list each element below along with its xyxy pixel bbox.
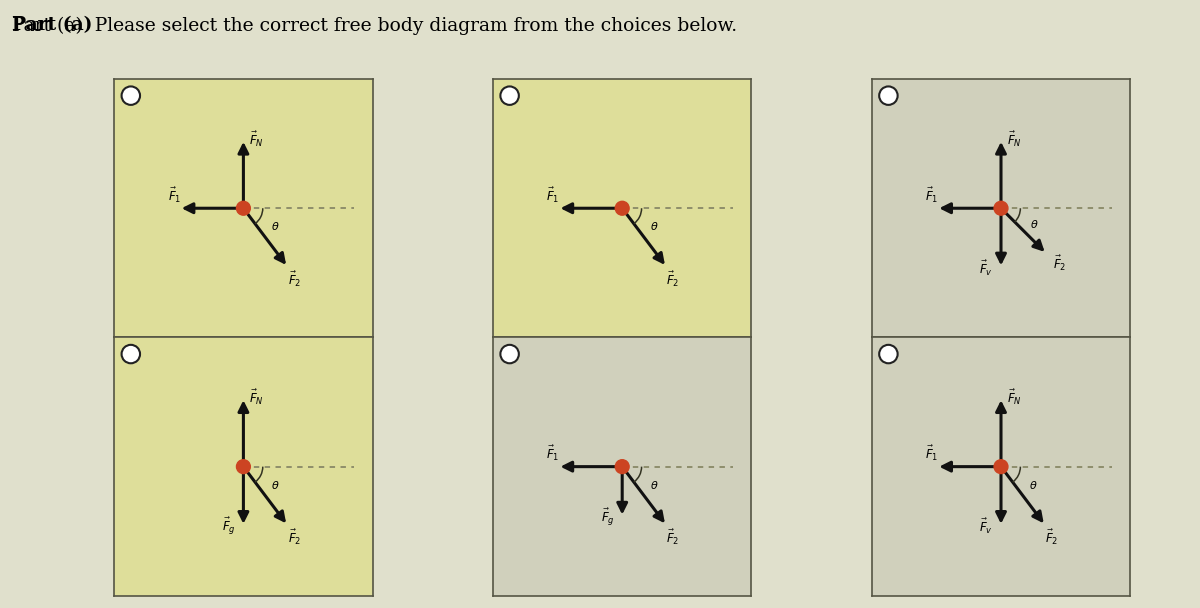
Text: $\vec{F}_N$: $\vec{F}_N$ bbox=[1007, 388, 1021, 407]
Circle shape bbox=[994, 460, 1008, 474]
Text: $\theta$: $\theta$ bbox=[650, 478, 659, 491]
Circle shape bbox=[500, 86, 518, 105]
Text: Part (a)  Please select the correct free body diagram from the choices below.: Part (a) Please select the correct free … bbox=[12, 16, 737, 35]
Text: $\vec{F}_v$: $\vec{F}_v$ bbox=[979, 258, 994, 278]
Text: $\vec{F}_1$: $\vec{F}_1$ bbox=[546, 444, 559, 463]
Text: $\vec{F}_N$: $\vec{F}_N$ bbox=[248, 388, 264, 407]
Text: $\vec{F}_2$: $\vec{F}_2$ bbox=[1045, 528, 1058, 547]
Text: $\vec{F}_2$: $\vec{F}_2$ bbox=[666, 269, 679, 289]
Text: $\vec{F}_2$: $\vec{F}_2$ bbox=[288, 528, 301, 547]
Circle shape bbox=[121, 345, 140, 364]
Circle shape bbox=[880, 345, 898, 364]
Circle shape bbox=[236, 201, 251, 215]
Text: $\vec{F}_2$: $\vec{F}_2$ bbox=[288, 269, 301, 289]
Text: $\vec{F}_v$: $\vec{F}_v$ bbox=[979, 517, 994, 536]
Text: Part (a): Part (a) bbox=[12, 16, 92, 35]
Text: $\vec{F}_1$: $\vec{F}_1$ bbox=[168, 186, 181, 205]
Text: $\vec{F}_g$: $\vec{F}_g$ bbox=[600, 507, 614, 528]
Circle shape bbox=[994, 201, 1008, 215]
Circle shape bbox=[236, 460, 251, 474]
Text: $\vec{F}_2$: $\vec{F}_2$ bbox=[1052, 254, 1067, 273]
Text: $\theta$: $\theta$ bbox=[271, 478, 280, 491]
Text: $\theta$: $\theta$ bbox=[271, 220, 280, 232]
Circle shape bbox=[616, 460, 629, 474]
Text: $\theta$: $\theta$ bbox=[650, 220, 659, 232]
Text: $\vec{F}_1$: $\vec{F}_1$ bbox=[546, 186, 559, 205]
Text: $\vec{F}_g$: $\vec{F}_g$ bbox=[222, 516, 235, 537]
Circle shape bbox=[880, 86, 898, 105]
Text: $\vec{F}_1$: $\vec{F}_1$ bbox=[925, 186, 938, 205]
Text: $\theta$: $\theta$ bbox=[1030, 218, 1038, 230]
Circle shape bbox=[121, 86, 140, 105]
Text: $\vec{F}_1$: $\vec{F}_1$ bbox=[925, 444, 938, 463]
Text: $\vec{F}_2$: $\vec{F}_2$ bbox=[666, 528, 679, 547]
Text: $\theta$: $\theta$ bbox=[1028, 478, 1038, 491]
Circle shape bbox=[616, 201, 629, 215]
Text: $\vec{F}_N$: $\vec{F}_N$ bbox=[248, 130, 264, 148]
Text: $\vec{F}_N$: $\vec{F}_N$ bbox=[1007, 130, 1021, 148]
Circle shape bbox=[500, 345, 518, 364]
